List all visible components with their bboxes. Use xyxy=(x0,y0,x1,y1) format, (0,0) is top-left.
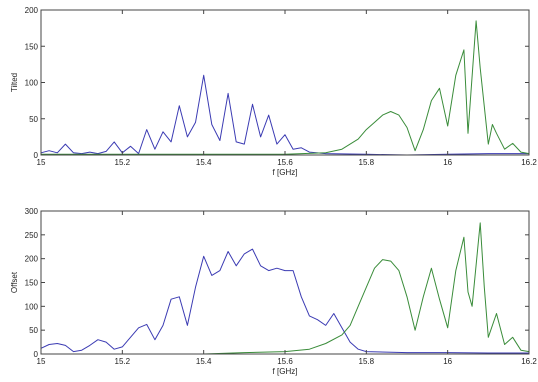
tilted-y-tick-label: 50 xyxy=(29,115,38,124)
offset-x-axis-label: f [GHz] xyxy=(273,367,298,376)
offset-y-tick-label: 50 xyxy=(29,326,38,335)
offset-x-tick-label: 16.2 xyxy=(521,357,537,366)
offset-x-tick-label: 15.6 xyxy=(277,357,293,366)
tilted-y-tick-label: 100 xyxy=(25,79,39,88)
offset-x-tick-label: 15.2 xyxy=(115,357,131,366)
tilted-axes-frame xyxy=(40,9,530,156)
tilted-y-axis-label: Tilted xyxy=(10,73,19,92)
offset-x-tick-label: 15 xyxy=(37,357,46,366)
offset-y-axis-label: Offset xyxy=(10,271,19,293)
offset-y-tick-label: 300 xyxy=(25,207,39,216)
offset-series-2-line xyxy=(41,222,530,355)
tilted-x-tick-label: 15 xyxy=(37,158,46,167)
offset-y-tick-label: 250 xyxy=(25,231,39,240)
tilted-x-axis-label: f [GHz] xyxy=(273,168,298,177)
offset-x-tick-label: 16 xyxy=(443,357,452,366)
offset-x-tick-label: 15.4 xyxy=(196,357,212,366)
tilted-x-tick-label: 15.4 xyxy=(196,158,212,167)
tilted-series-2-line xyxy=(41,20,530,155)
tilted-y-tick-label: 200 xyxy=(25,6,39,15)
offset-y-tick-label: 150 xyxy=(25,279,39,288)
tilted-panel: 15 15.2 15.4 15.6 15.8 16 16.2 0 50 100 150 200 f [G… xyxy=(10,6,537,177)
tilted-series-1-line xyxy=(40,74,529,156)
tilted-x-tick-label: 16.2 xyxy=(521,158,537,167)
offset-x-tick-label: 15.8 xyxy=(359,357,375,366)
tilted-x-tick-label: 15.6 xyxy=(277,158,293,167)
offset-series-1-line xyxy=(40,248,529,354)
tilted-x-tick-label: 15.2 xyxy=(115,158,131,167)
tilted-y-tick-label: 150 xyxy=(25,42,39,51)
offset-y-tick-label: 200 xyxy=(25,255,39,264)
offset-y-tick-label: 100 xyxy=(25,302,39,311)
offset-y-tick-label: 0 xyxy=(34,350,39,359)
tilted-x-tick-label: 15.8 xyxy=(359,158,375,167)
offset-axes-frame xyxy=(40,210,530,355)
tilted-y-tick-label: 0 xyxy=(34,151,39,160)
offset-panel: 15 15.2 15.4 15.6 15.8 16 16.2 0 50 100 150 200 250 3… xyxy=(10,207,537,376)
tilted-x-tick-label: 16 xyxy=(443,158,452,167)
